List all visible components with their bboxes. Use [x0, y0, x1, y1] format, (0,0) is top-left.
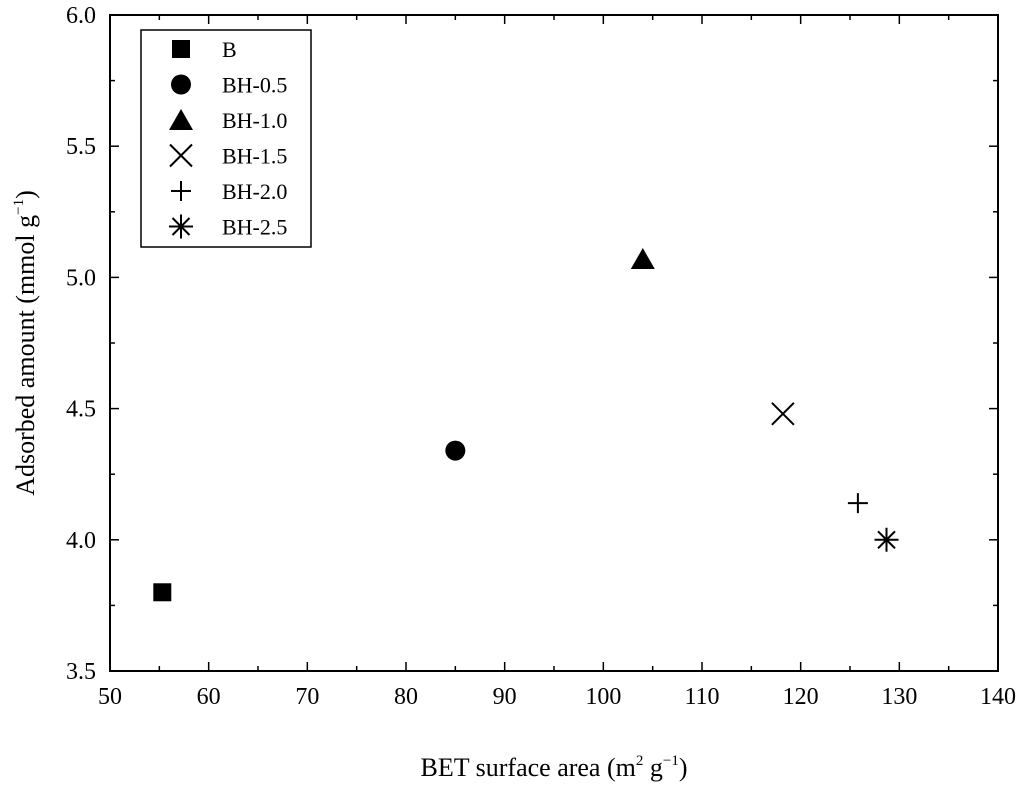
x-tick-label: 70	[295, 684, 319, 710]
legend-label-bh-2-0: BH-2.0	[222, 179, 287, 204]
x-tick-label: 120	[783, 684, 819, 710]
legend-label-bh-2-5: BH-2.5	[222, 215, 287, 240]
legend-marker-bh-1-0	[169, 109, 193, 130]
legend-label-bh-1-5: BH-1.5	[222, 144, 287, 169]
x-tick-label: 80	[394, 684, 418, 710]
legend-label-b: B	[222, 37, 237, 62]
legend-marker-bh-2-5	[169, 214, 193, 239]
point-bh-2-5	[874, 527, 899, 552]
legend-marker-b	[172, 40, 190, 58]
x-tick-label: 100	[585, 684, 621, 710]
legend-marker-bh-1-5	[169, 143, 193, 168]
x-tick-label: 110	[684, 684, 719, 710]
point-b	[153, 583, 172, 602]
legend-items: B BH-0.5 BH-1.0 BH-1.5 BH-2.0 BH-2.5	[169, 37, 287, 240]
legend: B BH-0.5 BH-1.0 BH-1.5 BH-2.0 BH-2.5	[140, 29, 312, 248]
x-tick-label: 130	[881, 684, 917, 710]
x-axis-title: BET surface area (m2 g−1)	[421, 753, 688, 782]
point-bh-2-0	[847, 493, 868, 514]
y-tick-label: 4.0	[66, 528, 96, 554]
legend-label-bh-0-5: BH-0.5	[222, 73, 287, 98]
y-tick-label: 6.0	[66, 3, 96, 29]
y-tick-label: 5.5	[66, 134, 96, 160]
legend-box	[140, 29, 312, 248]
legend-marker-bh-0-5	[171, 74, 191, 95]
tick-labels: 50 60 70 80 90 100 110 120 130 140 3.5 4.0 4.5 5.0 5.5…	[66, 3, 1016, 710]
y-tick-label: 5.0	[66, 265, 96, 291]
data-points	[153, 248, 899, 602]
x-tick-label: 60	[197, 684, 221, 710]
legend-label-bh-1-0: BH-1.0	[222, 108, 287, 133]
plot-frame	[109, 14, 999, 672]
point-bh-1-0	[630, 248, 655, 270]
x-tick-label: 90	[493, 684, 517, 710]
y-tick-label: 3.5	[66, 659, 96, 685]
x-tick-label: 50	[98, 684, 122, 710]
point-bh-1-5	[771, 402, 795, 426]
y-axis-title: Adsorbed amount (mmol g−1)	[11, 190, 40, 496]
y-tick-label: 4.5	[66, 397, 96, 423]
point-bh-0-5	[445, 440, 466, 461]
legend-marker-bh-2-0	[171, 181, 191, 201]
x-tick-label: 140	[980, 684, 1016, 710]
